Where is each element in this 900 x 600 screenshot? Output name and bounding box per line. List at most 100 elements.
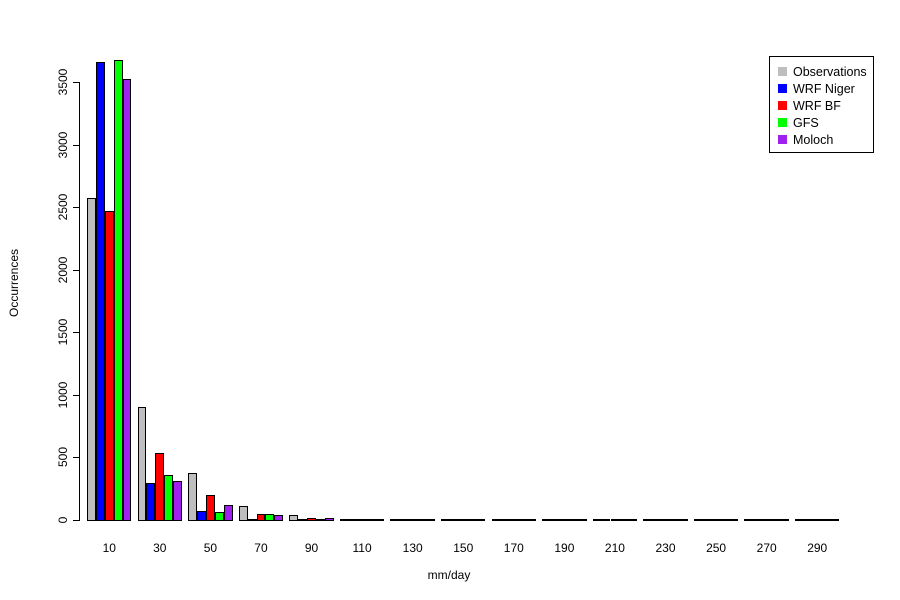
y-tick-mark — [73, 394, 79, 396]
y-tick-mark — [73, 207, 79, 209]
bar-gfs-110 — [366, 519, 376, 521]
legend-swatch-icon — [778, 118, 787, 127]
x-tick-label: 170 — [503, 541, 524, 555]
bar-gfs-190 — [568, 519, 578, 521]
legend-item-observations: Observations — [778, 63, 867, 80]
bar-wrf-bf-230 — [661, 519, 670, 521]
bar-moloch-170 — [527, 519, 537, 521]
x-tick-label: 270 — [756, 541, 777, 555]
bar-wrf-niger-70 — [247, 519, 257, 521]
bar-observations-150 — [440, 519, 450, 521]
bar-wrf-bf-210 — [610, 519, 620, 521]
bar-observations-170 — [491, 519, 501, 521]
bar-gfs-210 — [619, 519, 629, 521]
bar-observations-210 — [592, 519, 602, 521]
bar-gfs-170 — [518, 519, 528, 521]
x-tick-label: 290 — [807, 541, 828, 555]
legend-swatch-icon — [778, 101, 787, 110]
legend-label: Moloch — [793, 132, 834, 147]
bar-wrf-niger-110 — [348, 519, 358, 521]
legend-label: WRF BF — [793, 98, 841, 113]
bar-moloch-70 — [274, 515, 284, 521]
legend: Observations WRF Niger WRF BF GFS Moloch — [769, 56, 874, 153]
bar-wrf-bf-30 — [155, 453, 165, 521]
bar-moloch-130 — [426, 519, 435, 521]
y-axis-line — [79, 82, 80, 521]
y-tick-mark — [73, 520, 79, 521]
bar-observations-230 — [643, 519, 653, 521]
bar-observations-110 — [339, 519, 349, 521]
x-tick-label: 250 — [706, 541, 727, 555]
bar-gfs-270 — [771, 519, 780, 521]
bar-moloch-290 — [830, 519, 840, 521]
legend-label: Observations — [793, 64, 867, 79]
bar-wrf-bf-270 — [762, 519, 772, 521]
x-tick-label: 30 — [153, 541, 167, 555]
legend-item-wrf-bf: WRF BF — [778, 97, 865, 114]
x-tick-label: 130 — [402, 541, 423, 555]
bar-observations-270 — [744, 519, 754, 521]
bar-wrf-niger-10 — [95, 62, 105, 521]
bar-wrf-niger-150 — [449, 519, 459, 521]
bar-gfs-230 — [669, 519, 679, 521]
y-tick-label: 2000 — [56, 256, 70, 284]
bar-observations-290 — [794, 519, 804, 521]
bar-observations-130 — [390, 519, 400, 521]
x-axis-title: mm/day — [427, 568, 471, 582]
bar-gfs-90 — [315, 519, 325, 521]
bar-moloch-90 — [324, 518, 334, 521]
x-tick-label: 210 — [604, 541, 625, 555]
bar-moloch-10 — [122, 79, 132, 521]
bar-wrf-niger-130 — [399, 519, 409, 521]
bar-wrf-niger-230 — [652, 519, 662, 521]
bar-wrf-niger-250 — [702, 519, 712, 521]
bar-observations-190 — [542, 519, 552, 521]
bar-wrf-niger-290 — [803, 519, 813, 521]
bar-gfs-50 — [214, 512, 224, 521]
bar-moloch-150 — [476, 519, 486, 521]
bar-moloch-30 — [173, 481, 183, 521]
legend-swatch-icon — [778, 67, 787, 76]
legend-swatch-icon — [778, 135, 787, 144]
bar-moloch-210 — [628, 519, 638, 521]
x-tick-label: 10 — [102, 541, 116, 555]
x-tick-label: 150 — [453, 541, 474, 555]
legend-swatch-icon — [778, 84, 787, 93]
x-tick-label: 90 — [304, 541, 319, 555]
bar-gfs-130 — [417, 519, 426, 521]
bar-observations-90 — [289, 515, 299, 521]
bar-wrf-bf-290 — [812, 519, 822, 521]
bar-wrf-bf-10 — [104, 211, 114, 521]
legend-item-moloch: Moloch — [778, 131, 865, 148]
bar-observations-70 — [238, 506, 248, 521]
bar-observations-30 — [137, 407, 147, 521]
bar-observations-50 — [188, 473, 198, 521]
bar-wrf-bf-190 — [559, 519, 569, 521]
x-tick-label: 70 — [254, 541, 268, 555]
bar-observations-10 — [87, 198, 96, 521]
bar-wrf-bf-50 — [205, 495, 215, 521]
y-axis-title: Occurrences — [7, 248, 21, 318]
bar-wrf-niger-90 — [298, 519, 308, 521]
bar-wrf-bf-170 — [509, 519, 519, 521]
y-tick-label: 2500 — [56, 193, 70, 221]
bar-observations-250 — [693, 519, 703, 521]
bar-moloch-250 — [729, 519, 739, 521]
y-tick-mark — [73, 144, 79, 146]
bar-moloch-190 — [577, 519, 587, 521]
bar-moloch-270 — [780, 519, 789, 521]
y-tick-mark — [73, 332, 79, 334]
bar-wrf-bf-150 — [458, 519, 468, 521]
bar-wrf-bf-250 — [711, 519, 721, 521]
bar-moloch-110 — [375, 519, 385, 521]
bar-gfs-250 — [720, 519, 730, 521]
y-tick-label: 500 — [56, 447, 70, 468]
legend-label: GFS — [793, 115, 819, 130]
bar-gfs-10 — [113, 60, 123, 521]
y-tick-label: 1500 — [56, 318, 70, 346]
y-tick-label: 1000 — [56, 381, 70, 409]
y-tick-mark — [73, 82, 79, 83]
bar-wrf-bf-110 — [357, 519, 367, 521]
x-tick-label: 110 — [352, 541, 372, 555]
bar-wrf-niger-30 — [146, 483, 156, 521]
